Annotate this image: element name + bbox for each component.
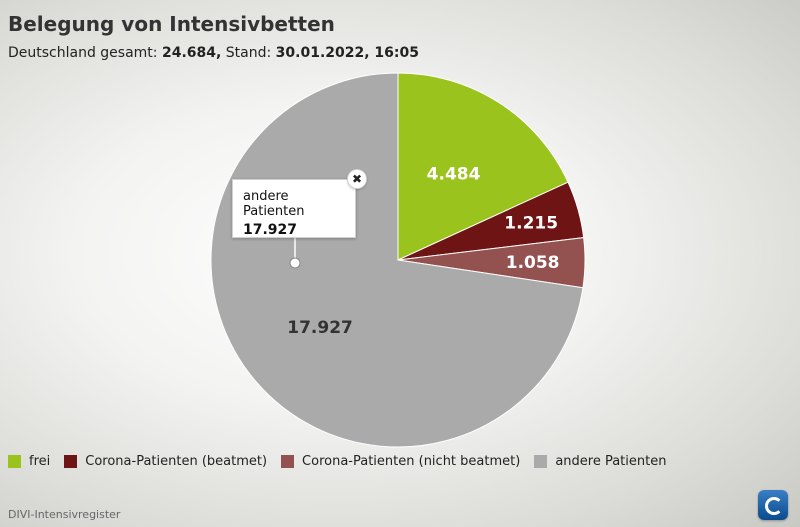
subtitle-stand-value: 30.01.2022, 16:05 [275,45,419,61]
pie-slice-3[interactable] [210,72,584,448]
subtitle-total: 24.684, [161,45,222,61]
tooltip-marker [289,257,301,269]
subtitle-prefix: Deutschland gesamt: [8,45,162,61]
source-note: DIVI-Intensivregister [8,508,121,521]
pie-slice-0[interactable] [397,72,569,261]
pie-data-label-2: 1.058 [506,253,560,273]
pie-data-label-3: 17.927 [287,318,353,338]
chart-legend: frei Corona-Patienten (beatmet) Corona-Pat… [8,454,680,469]
tooltip: andere Patienten 17.927 [232,179,356,238]
legend-item-3[interactable]: andere Patienten [534,454,666,469]
legend-label: frei [29,454,51,469]
pie-data-label-1: 1.215 [504,213,558,233]
subtitle-stand-label: Stand: [221,45,276,61]
legend-item-0[interactable]: frei [8,454,50,469]
chart-title: Belegung von Intensivbetten [8,12,335,36]
pie-data-label-0: 4.484 [427,164,481,184]
chart-subtitle: Deutschland gesamt: 24.684, Stand: 30.01… [8,45,419,61]
tooltip-close-button[interactable]: ✖ [347,169,367,189]
legend-label: Corona-Patienten (beatmet) [85,454,268,469]
legend-label: andere Patienten [555,454,667,469]
tagesschau-logo-icon [758,490,788,520]
legend-item-2[interactable]: Corona-Patienten (nicht beatmet) [281,454,520,469]
tooltip-label: andere Patienten [243,189,305,219]
tooltip-value: 17.927 [243,222,298,238]
legend-swatch [64,455,78,468]
legend-swatch [8,455,21,468]
legend-swatch [534,455,548,468]
legend-item-1[interactable]: Corona-Patienten (beatmet) [64,454,267,469]
legend-swatch [281,455,295,468]
legend-label: Corona-Patienten (nicht beatmet) [302,454,521,469]
